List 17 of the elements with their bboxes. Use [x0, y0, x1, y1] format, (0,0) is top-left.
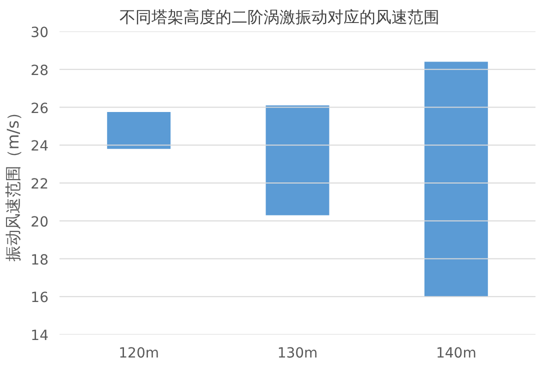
bar [424, 62, 488, 297]
y-tick-label: 14 [30, 328, 49, 344]
y-tick-label: 30 [30, 25, 49, 41]
x-tick-label: 120m [118, 346, 160, 362]
y-tick-label: 20 [30, 214, 49, 230]
x-tick-label: 130m [277, 346, 318, 362]
y-axis-title: 振动风速范围（m/s） [4, 104, 23, 262]
bar [107, 112, 171, 149]
y-tick-label: 26 [30, 100, 49, 117]
y-tick-label: 24 [30, 138, 49, 155]
y-tick-label: 18 [30, 252, 49, 268]
x-tick-label: 140m [436, 346, 476, 362]
y-tick-label: 16 [30, 290, 49, 306]
y-tick-label: 22 [30, 176, 49, 192]
chart-title: 不同塔架高度的二阶涡激振动对应的风速范围 [120, 8, 440, 26]
bar [266, 105, 330, 216]
y-tick-label: 28 [30, 62, 49, 79]
